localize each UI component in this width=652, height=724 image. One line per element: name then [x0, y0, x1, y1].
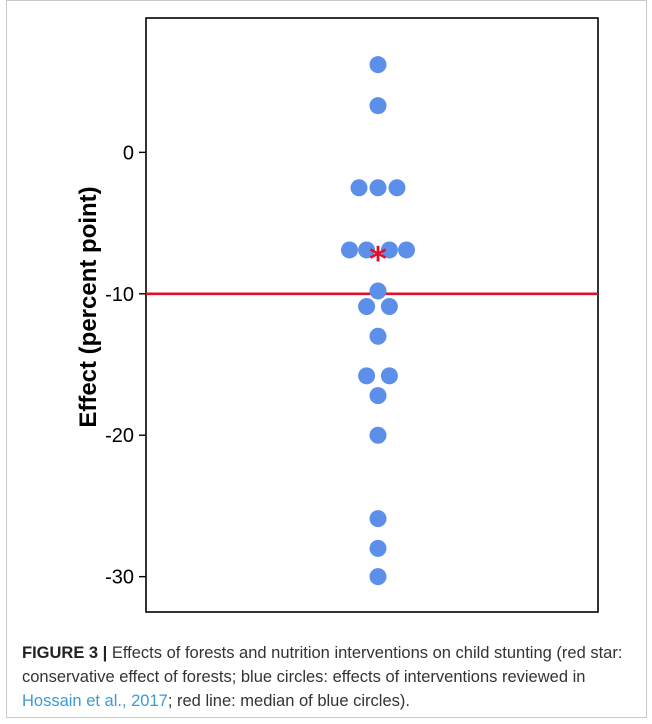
caption-text-2: ; red line: median of blue circles).: [167, 692, 410, 710]
intervention-point: [380, 241, 398, 259]
intervention-point: [358, 298, 376, 316]
forest-effect-star: *: [369, 240, 387, 280]
intervention-point: [358, 241, 376, 259]
plot-area: [145, 17, 599, 613]
intervention-point: [369, 539, 387, 557]
y-axis-label: Effect (percent point): [75, 186, 102, 427]
intervention-point: [350, 179, 368, 197]
intervention-point: [369, 510, 387, 528]
intervention-point: [380, 367, 398, 385]
y-tick-label: 0: [123, 142, 134, 164]
intervention-point: [388, 179, 406, 197]
intervention-point: [369, 179, 387, 197]
figure-label: FIGURE 3 |: [22, 644, 108, 662]
figure-caption: FIGURE 3 | Effects of forests and nutrit…: [22, 641, 642, 713]
intervention-point: [369, 97, 387, 115]
intervention-point: [369, 56, 387, 74]
y-tick-label: -10: [105, 284, 134, 306]
citation-link[interactable]: Hossain et al., 2017: [22, 692, 168, 710]
intervention-point: [369, 327, 387, 345]
figure-frame: [6, 0, 647, 718]
data-points: *: [341, 56, 415, 586]
y-tick-label: -30: [105, 567, 134, 589]
intervention-point: [369, 387, 387, 405]
intervention-point: [369, 568, 387, 586]
intervention-point: [369, 282, 387, 300]
intervention-point: [358, 367, 376, 385]
intervention-point: [341, 241, 358, 259]
intervention-point: [369, 426, 387, 444]
y-axis: 0 -10 -20 -30: [105, 142, 146, 589]
intervention-point: [398, 241, 415, 259]
y-tick-label: -20: [105, 425, 134, 447]
caption-text-1: Effects of forests and nutrition interve…: [22, 644, 623, 686]
intervention-point: [380, 298, 398, 316]
scatter-chart: 0 -10 -20 -30 * Effect (percent point): [75, 17, 599, 613]
